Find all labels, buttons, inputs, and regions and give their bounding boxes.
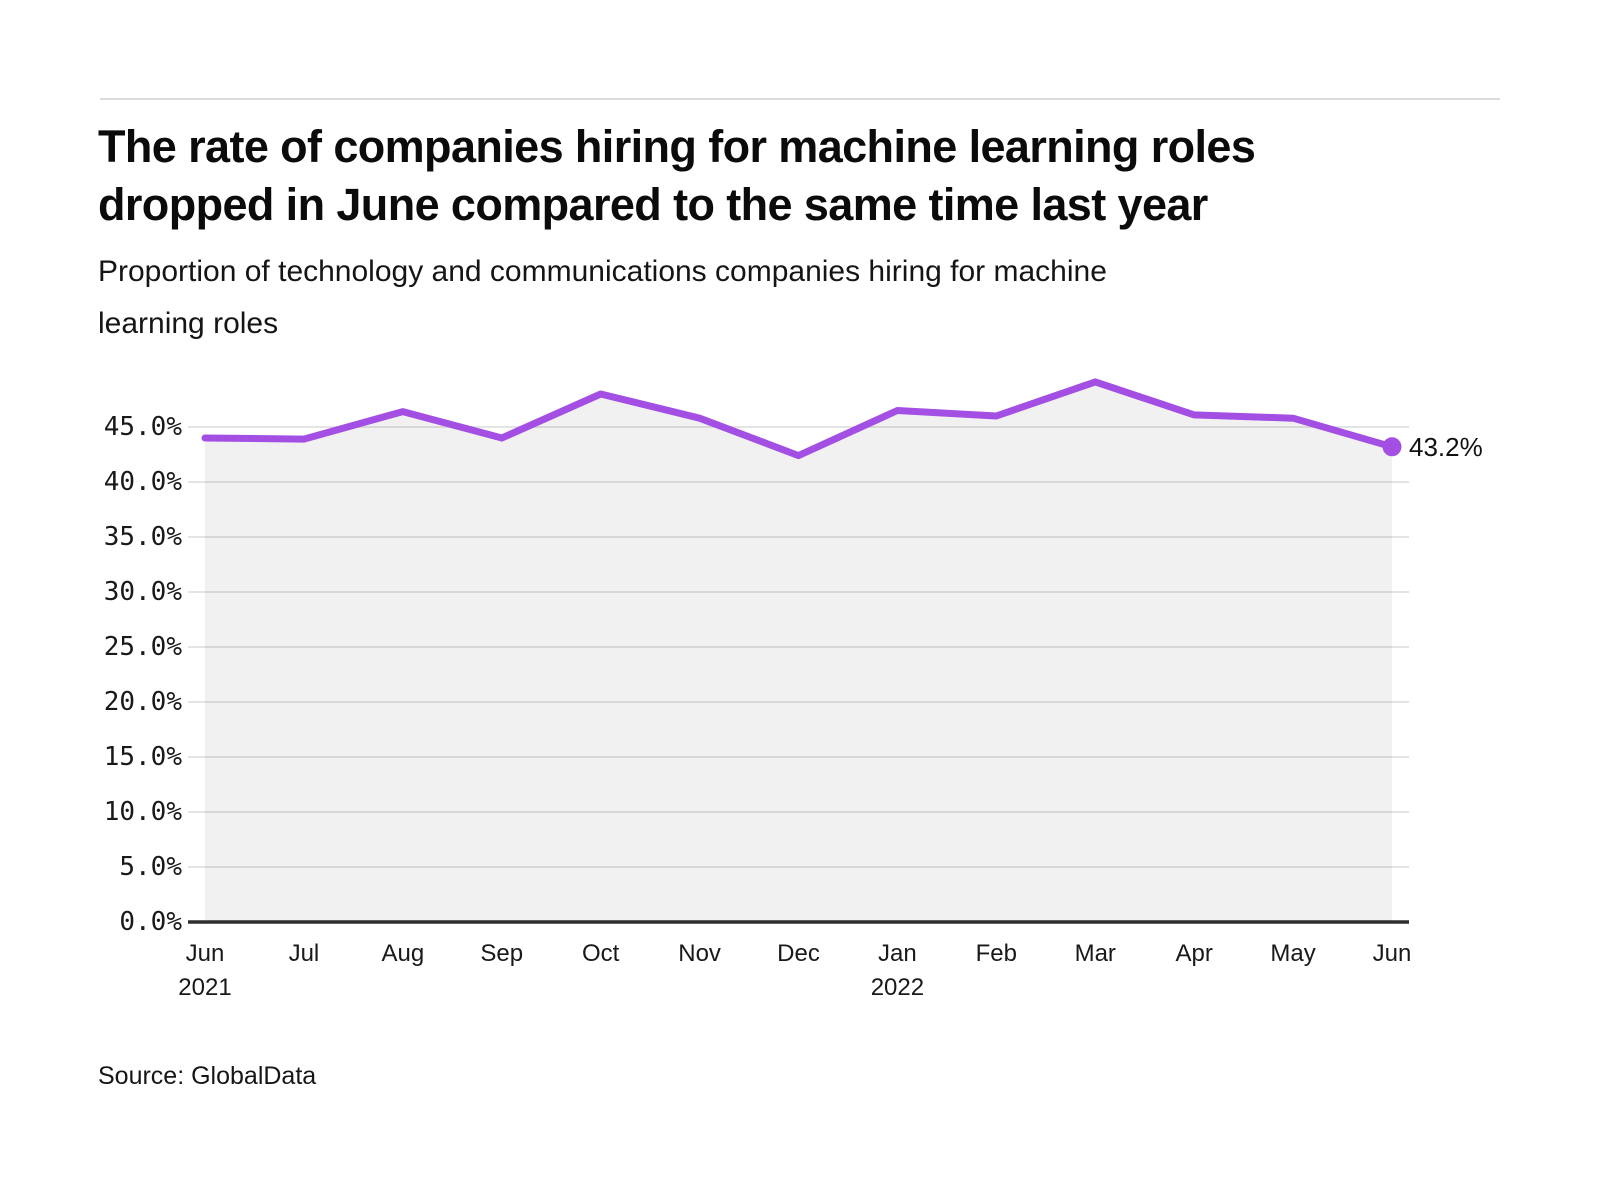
x-axis-label: Dec [777, 940, 820, 967]
x-axis-label: Jun [185, 940, 225, 967]
y-axis-label: 5.0% [119, 852, 182, 882]
y-axis-label: 25.0% [103, 632, 182, 662]
y-axis-label: 0.0% [119, 907, 182, 937]
last-point-marker [1382, 437, 1402, 457]
x-axis-label: Apr [1175, 940, 1213, 967]
x-axis-label: Oct [581, 940, 620, 967]
x-axis-label: Jun [1372, 940, 1412, 967]
x-axis-label: Nov [678, 940, 721, 967]
x-axis-year-label: 2022 [870, 974, 925, 1001]
chart-title-line1: The rate of companies hiring for machine… [98, 121, 1256, 172]
y-axis-label: 35.0% [103, 522, 182, 552]
source-credit: Source: GlobalData [98, 1062, 317, 1090]
chart-subtitle-line1: Proportion of technology and communicati… [98, 255, 1107, 288]
top-divider [100, 98, 1500, 100]
last-point-value-label: 43.2% [1409, 431, 1483, 462]
x-axis-label: May [1270, 940, 1316, 967]
x-axis-label: Jan [878, 940, 917, 967]
x-axis-year-label: 2021 [178, 974, 232, 1001]
series-line [201, 378, 1396, 460]
chart-title: The rate of companies hiring for machine… [98, 118, 1518, 234]
y-axis-label: 15.0% [103, 742, 182, 772]
chart-subtitle: Proportion of technology and communicati… [98, 246, 1518, 350]
chart-subtitle-line2: learning roles [98, 307, 279, 340]
x-axis-label: Sep [480, 940, 524, 967]
y-axis-label: 10.0% [103, 797, 182, 827]
x-axis-label: Feb [975, 940, 1017, 967]
y-axis-label: 20.0% [103, 687, 182, 717]
series-area-fill [205, 381, 1392, 922]
x-axis-label: Mar [1074, 940, 1116, 967]
chart-title-line2: dropped in June compared to the same tim… [98, 179, 1208, 230]
x-axis-label: Aug [381, 940, 425, 967]
y-axis-label: 45.0% [103, 412, 182, 442]
y-axis-label: 30.0% [103, 577, 182, 607]
x-axis-label: Jul [288, 940, 320, 967]
y-axis-label: 40.0% [103, 467, 182, 497]
